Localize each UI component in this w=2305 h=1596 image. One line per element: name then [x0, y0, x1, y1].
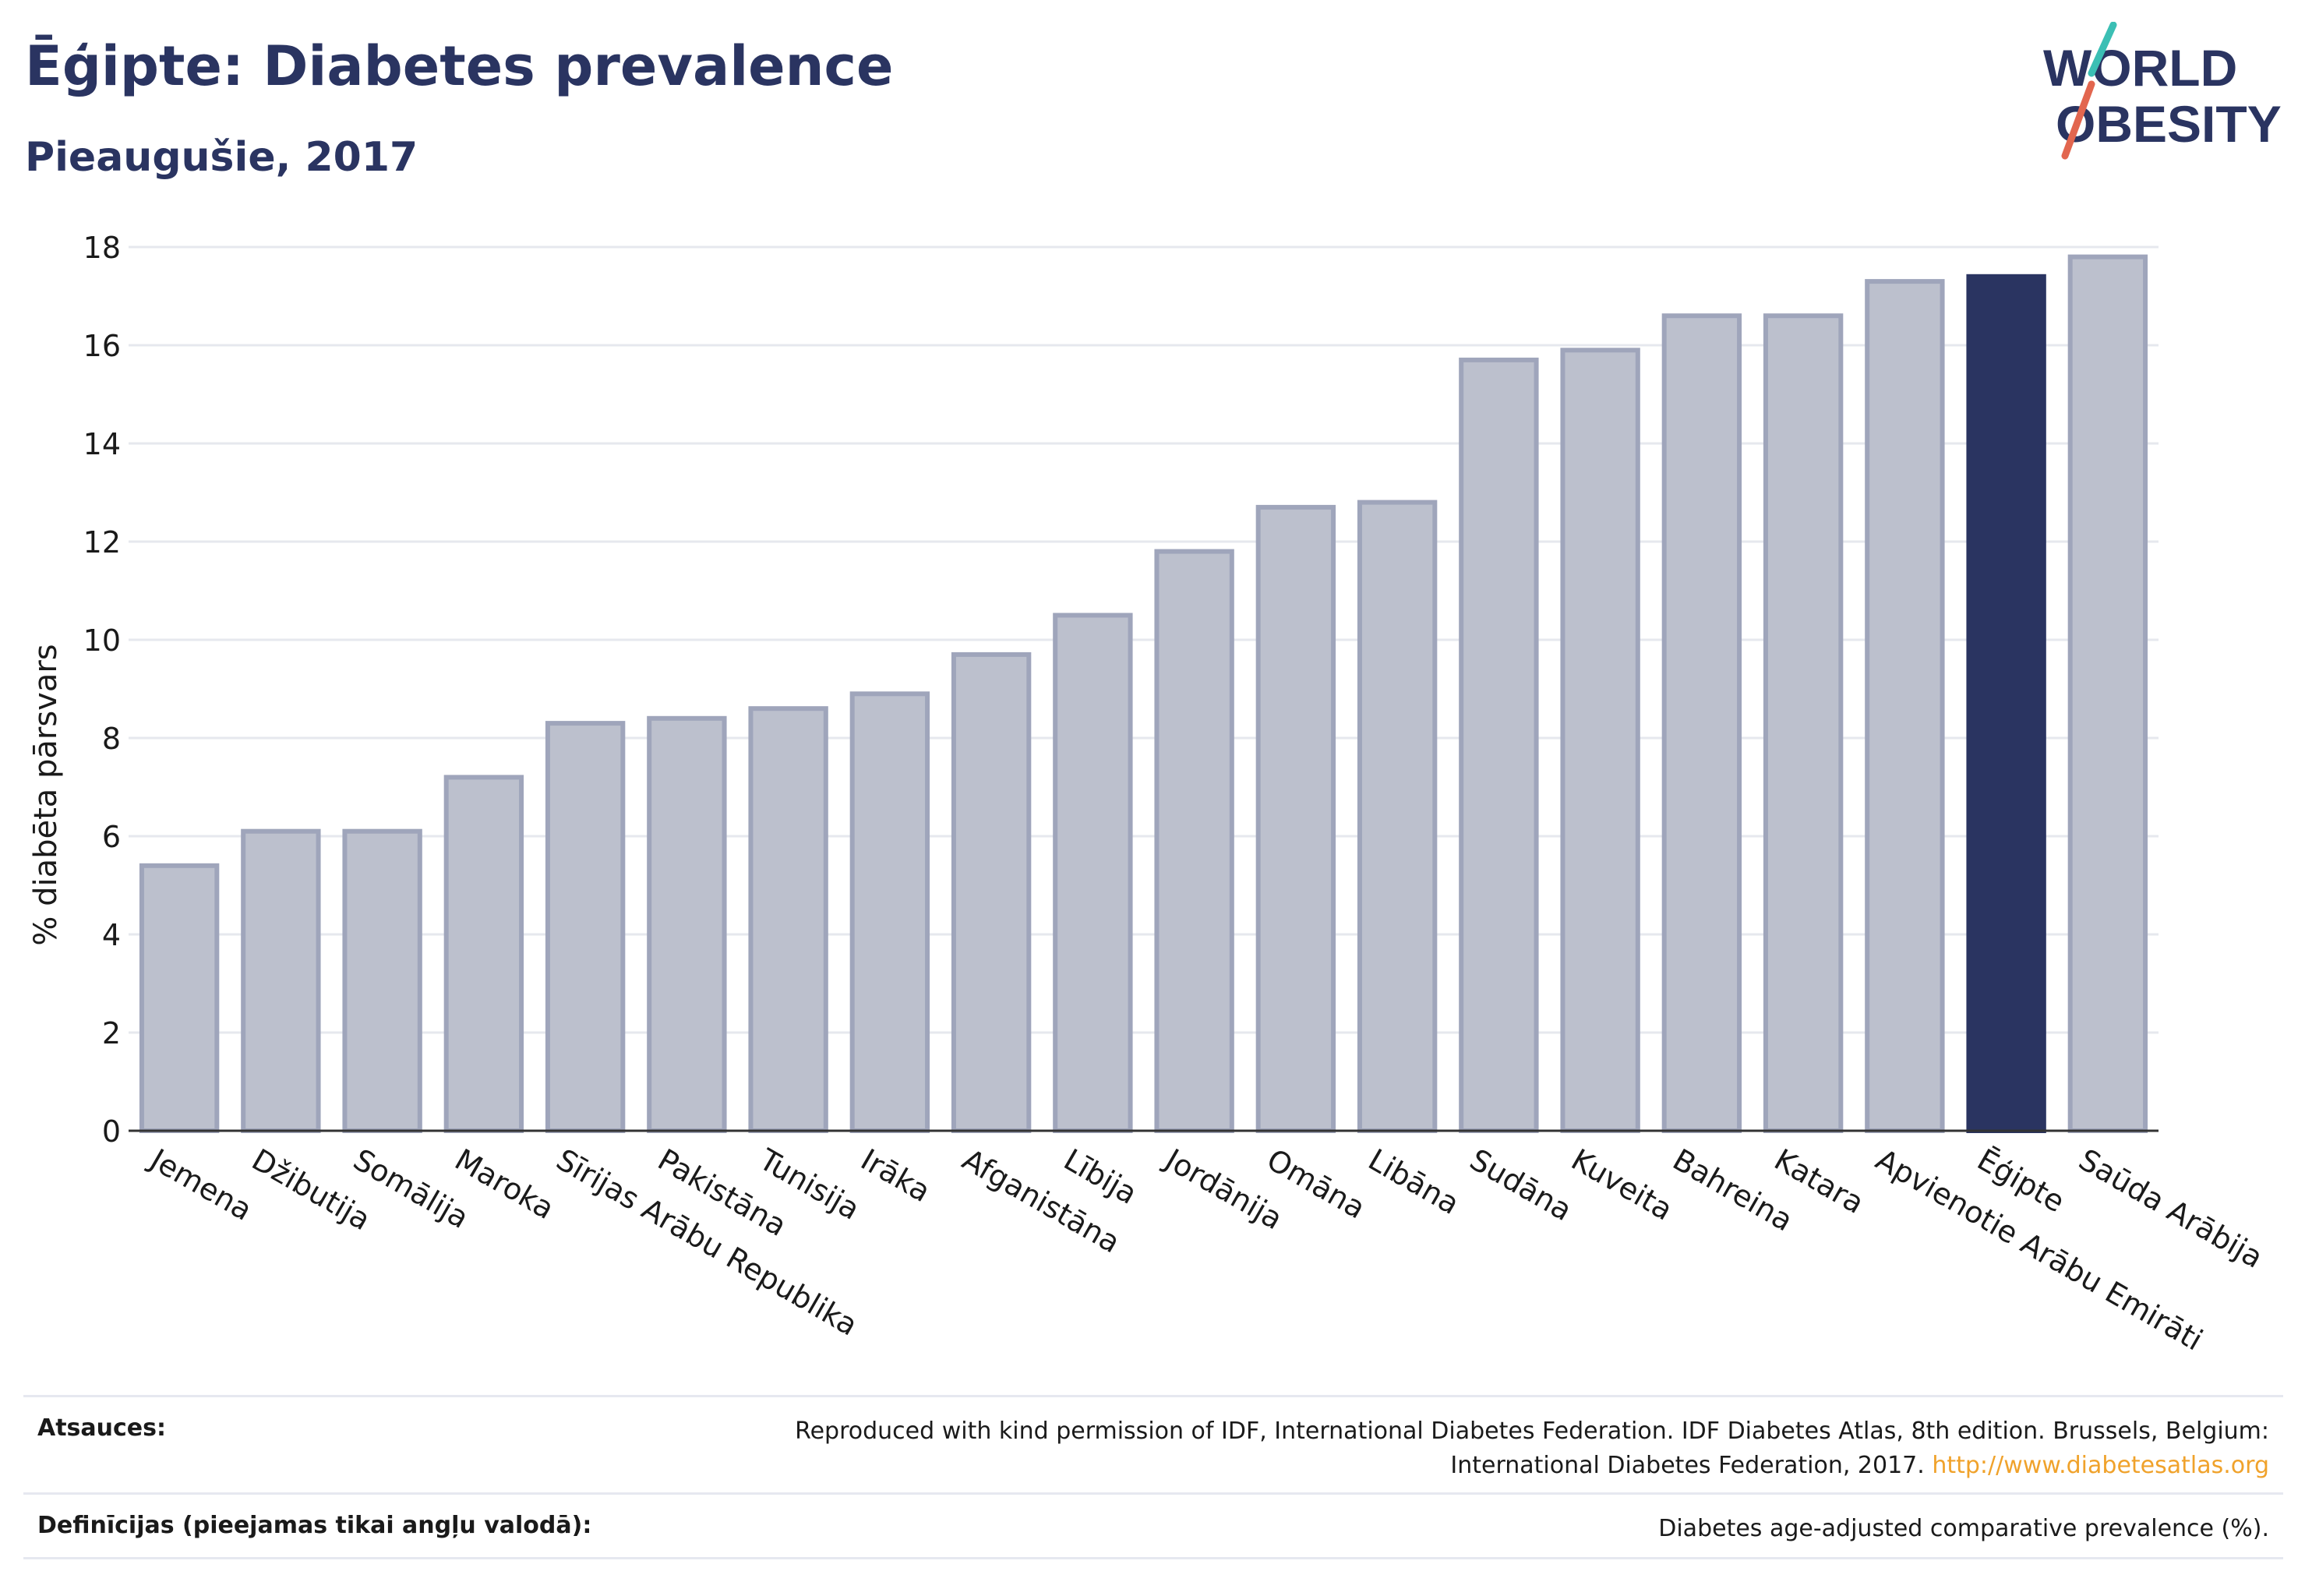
bar-9 — [1053, 613, 1133, 1133]
bar-13 — [1459, 357, 1539, 1133]
x-tick-label: Jemena — [143, 1142, 258, 1227]
bar-7 — [849, 691, 930, 1133]
footer-definitions-row: Definīcijas (pieejamas tikai angļu valod… — [23, 1492, 2283, 1559]
bar-14 — [1560, 348, 1640, 1134]
sources-text-line2: International Diabetes Federation, 2017.… — [555, 1449, 2269, 1483]
definitions-label: Definīcijas (pieejamas tikai angļu valod… — [37, 1512, 592, 1539]
logo-word-world: WORLD — [2043, 39, 2237, 97]
logo-slash-teal — [2088, 22, 2117, 77]
x-tick-label: Libāna — [1363, 1142, 1466, 1221]
bars — [139, 254, 2148, 1134]
y-tick-label: 10 — [83, 623, 121, 658]
footer: Atsauces: Reproduced with kind permissio… — [23, 1395, 2283, 1559]
bar-17 — [1865, 279, 1945, 1134]
logo-word-obesity: OBESITY — [2056, 95, 2282, 153]
bar-6 — [748, 706, 828, 1133]
bar-chart: 0 2 4 6 8 10 12 14 16 18 JemenaDžibutijaSomālijaM… — [28, 231, 2268, 1358]
y-tick-label: 12 — [83, 525, 121, 560]
bar-0 — [139, 863, 220, 1133]
y-tick-label: 2 — [102, 1016, 121, 1050]
bar-5 — [647, 715, 727, 1133]
bar-11 — [1255, 504, 1336, 1133]
x-tick-label: Jordānija — [1158, 1142, 1288, 1237]
y-tick-label: 0 — [102, 1114, 121, 1149]
bar-8 — [951, 651, 1032, 1133]
bar-2 — [342, 828, 422, 1133]
bar-15 — [1661, 313, 1742, 1134]
y-tick-label: 6 — [102, 820, 121, 854]
x-tick-label: Saūda Arābija — [2073, 1142, 2268, 1275]
y-tick-label: 8 — [102, 722, 121, 756]
x-tick-label: Sudāna — [1464, 1142, 1578, 1228]
bar-10 — [1154, 549, 1234, 1134]
x-tick-label: Irāka — [855, 1142, 936, 1209]
y-tick-label: 18 — [83, 231, 121, 265]
bar-18 — [1966, 274, 2046, 1133]
world-obesity-logo[interactable]: WORLD OBESITY — [2034, 22, 2299, 162]
sources-text-line1: Reproduced with kind permission of IDF, … — [795, 1418, 2269, 1445]
sources-label: Atsauces: — [37, 1414, 166, 1442]
gridlines — [129, 245, 2159, 1034]
bar-19 — [2067, 254, 2148, 1134]
sources-text: Reproduced with kind permission of IDF, … — [555, 1414, 2269, 1483]
y-tick-label: 4 — [102, 918, 121, 952]
y-tick-label: 16 — [83, 329, 121, 363]
bar-3 — [443, 775, 524, 1134]
bar-12 — [1357, 500, 1438, 1134]
bar-1 — [241, 828, 321, 1133]
chart-subtitle: Pieaugušie, 2017 — [25, 134, 418, 181]
definitions-text: Diabetes age-adjusted comparative preval… — [1658, 1515, 2269, 1542]
sources-link[interactable]: http://www.diabetesatlas.org — [1932, 1452, 2269, 1479]
y-axis-label: % diabēta pārsvars — [28, 644, 64, 945]
bar-4 — [545, 721, 626, 1133]
y-tick-label: 14 — [83, 427, 121, 461]
x-tick-label: Kuveita — [1565, 1142, 1678, 1227]
chart-title: Ēģipte: Diabetes prevalence — [25, 34, 894, 98]
logo-slash-red — [2061, 80, 2095, 160]
y-axis-ticks: 0 2 4 6 8 10 12 14 16 18 — [83, 231, 121, 1149]
footer-sources-row: Atsauces: Reproduced with kind permissio… — [23, 1395, 2283, 1492]
sources-text-line2-plain: International Diabetes Federation, 2017. — [1450, 1452, 1925, 1479]
bar-16 — [1763, 313, 1844, 1134]
